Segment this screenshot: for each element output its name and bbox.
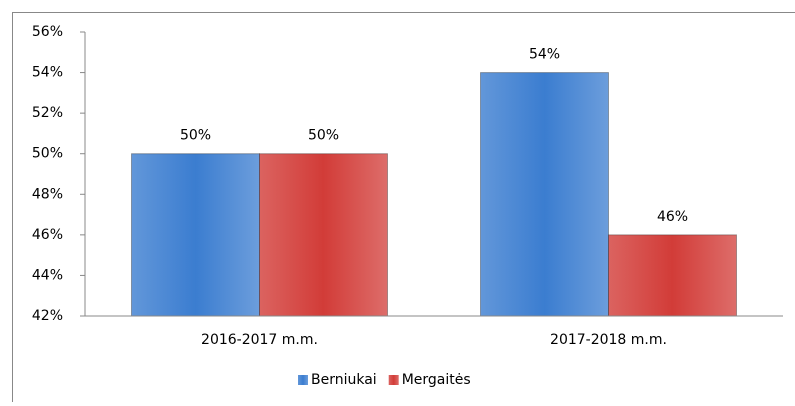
legend-swatch <box>389 375 399 385</box>
x-tick-label: 2017-2018 m.m. <box>550 332 667 348</box>
x-tick-label: 2016-2017 m.m. <box>201 332 318 348</box>
chart-frame <box>13 13 795 403</box>
data-label: 50% <box>308 128 339 144</box>
bar <box>609 235 737 316</box>
y-tick-label: 54% <box>32 65 63 81</box>
data-label: 46% <box>657 209 688 225</box>
y-tick-label: 52% <box>32 105 63 121</box>
bar <box>260 154 388 316</box>
data-label: 50% <box>180 128 211 144</box>
data-label: 54% <box>529 47 560 63</box>
y-tick-label: 46% <box>32 227 63 243</box>
bar <box>481 73 609 316</box>
y-tick-label: 42% <box>32 308 63 324</box>
y-tick-label: 48% <box>32 186 63 202</box>
y-tick-label: 56% <box>32 24 63 40</box>
legend-swatch <box>298 375 308 385</box>
legend-label: Mergaitės <box>402 372 471 388</box>
y-tick-label: 44% <box>32 267 63 283</box>
legend-label: Berniukai <box>311 372 377 388</box>
bar <box>132 154 260 316</box>
y-tick-label: 50% <box>32 146 63 162</box>
